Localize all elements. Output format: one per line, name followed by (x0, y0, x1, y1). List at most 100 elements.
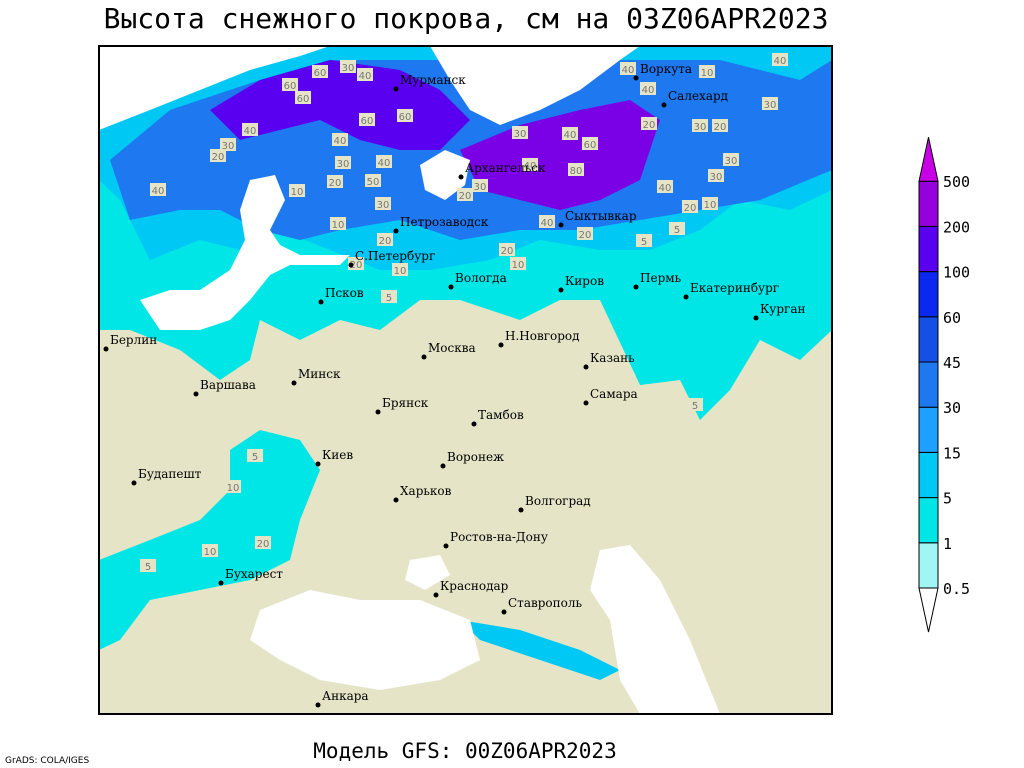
city-label: Казань (590, 351, 635, 365)
city-dot (471, 421, 477, 427)
city-dot (443, 543, 449, 549)
colorbar-arrow (918, 137, 939, 182)
contour-label: 20 (350, 260, 363, 271)
contour-label-bg (712, 119, 728, 132)
contour-label-bg (330, 217, 346, 230)
city-label: Харьков (400, 484, 452, 498)
contour-label-bg (577, 227, 593, 240)
colorbar-arrow (918, 587, 939, 633)
colorbar-label: 200 (943, 218, 970, 236)
city-dot (558, 287, 564, 293)
contour-label: 40 (774, 56, 787, 67)
contour-label: 60 (584, 140, 597, 151)
colorbar-box (918, 406, 939, 453)
city-dot (348, 262, 354, 268)
contour-label: 30 (377, 200, 390, 211)
contour-label-bg (289, 184, 305, 197)
city-label: Салехард (668, 89, 728, 103)
contour-label: 10 (227, 483, 240, 494)
contour-label: 20 (501, 246, 514, 257)
contour-label-bg (282, 78, 298, 91)
contour-label-bg (376, 155, 392, 168)
colorbar-box (918, 451, 939, 499)
city-dot (318, 299, 324, 305)
contour-label-bg (723, 153, 739, 166)
city-label: Н.Новгород (505, 329, 580, 343)
contour-label-bg (472, 179, 488, 192)
contour-label-bg (312, 65, 328, 78)
city-dot (498, 342, 504, 348)
colorbar-label: 45 (943, 354, 961, 372)
snow-area (460, 620, 620, 680)
contour-label: 30 (710, 172, 723, 183)
city-label: Ростов-на-Дону (450, 530, 548, 544)
contour-label-bg (499, 243, 515, 256)
contour-label: 80 (570, 166, 583, 177)
city-label: Будапешт (138, 467, 202, 481)
city-dot (393, 228, 399, 234)
contour-label: 60 (361, 116, 374, 127)
contour-label-bg (762, 97, 778, 110)
contour-label: 40 (642, 85, 655, 96)
contour-label-bg (220, 138, 236, 151)
contour-label: 40 (524, 161, 537, 172)
city-label: Мурманск (400, 73, 466, 87)
city-label: Минск (298, 367, 341, 381)
colorbar-box (918, 271, 939, 318)
contour-label-bg (702, 197, 718, 210)
contour-label-bg (242, 123, 258, 136)
city-label: Киев (322, 448, 353, 462)
city-label: Тамбов (478, 408, 524, 422)
snow-area (210, 60, 470, 150)
contour-label: 50 (367, 177, 380, 188)
contour-label-bg (636, 234, 652, 247)
contour-label-bg (210, 149, 226, 162)
contour-label: 40 (244, 126, 257, 137)
contour-label: 30 (725, 156, 738, 167)
city-dot (218, 580, 224, 586)
contour-label-bg (375, 197, 391, 210)
city-label: Самара (590, 387, 638, 401)
contour-label-bg (225, 480, 241, 493)
city-dot (291, 380, 297, 386)
city-label: Петрозаводск (400, 215, 489, 229)
contour-label: 40 (359, 71, 372, 82)
contour-label-bg (692, 119, 708, 132)
map (99, 46, 832, 714)
contour-label-bg (640, 82, 656, 95)
contour-label-bg (772, 53, 788, 66)
contour-label-bg (340, 60, 356, 73)
colorbar-box (918, 361, 939, 408)
city-label: Ставрополь (508, 596, 582, 610)
contour-label-bg (708, 169, 724, 182)
sea (430, 46, 640, 125)
contour-label: 10 (701, 68, 714, 79)
contour-label: 30 (222, 141, 235, 152)
contour-label: 20 (379, 236, 392, 247)
contour-label: 5 (641, 237, 647, 248)
city-label: Архангельск (465, 161, 546, 175)
contour-label: 40 (622, 65, 635, 76)
contour-label: 20 (459, 191, 472, 202)
contour-label-bg (247, 449, 263, 462)
sea (140, 175, 350, 330)
city-dot (753, 315, 759, 321)
city-dot (558, 222, 564, 228)
contour-label-bg (397, 109, 413, 122)
contour-label-bg (359, 113, 375, 126)
contour-label: 40 (541, 218, 554, 229)
contour-label-bg (327, 175, 343, 188)
sea (405, 555, 450, 590)
contour-label-bg (582, 137, 598, 150)
contour-label-bg (377, 233, 393, 246)
colorbar-label: 0.5 (943, 580, 970, 598)
colorbar-box (918, 225, 939, 273)
colorbar-box (918, 316, 939, 363)
contour-label: 60 (284, 81, 297, 92)
contour-label-bg (457, 188, 473, 201)
contour-label: 60 (314, 68, 327, 79)
colorbar-label: 15 (943, 444, 961, 462)
city-label: С.Петербург (355, 249, 435, 263)
city-label: Сыктывкар (565, 209, 637, 223)
